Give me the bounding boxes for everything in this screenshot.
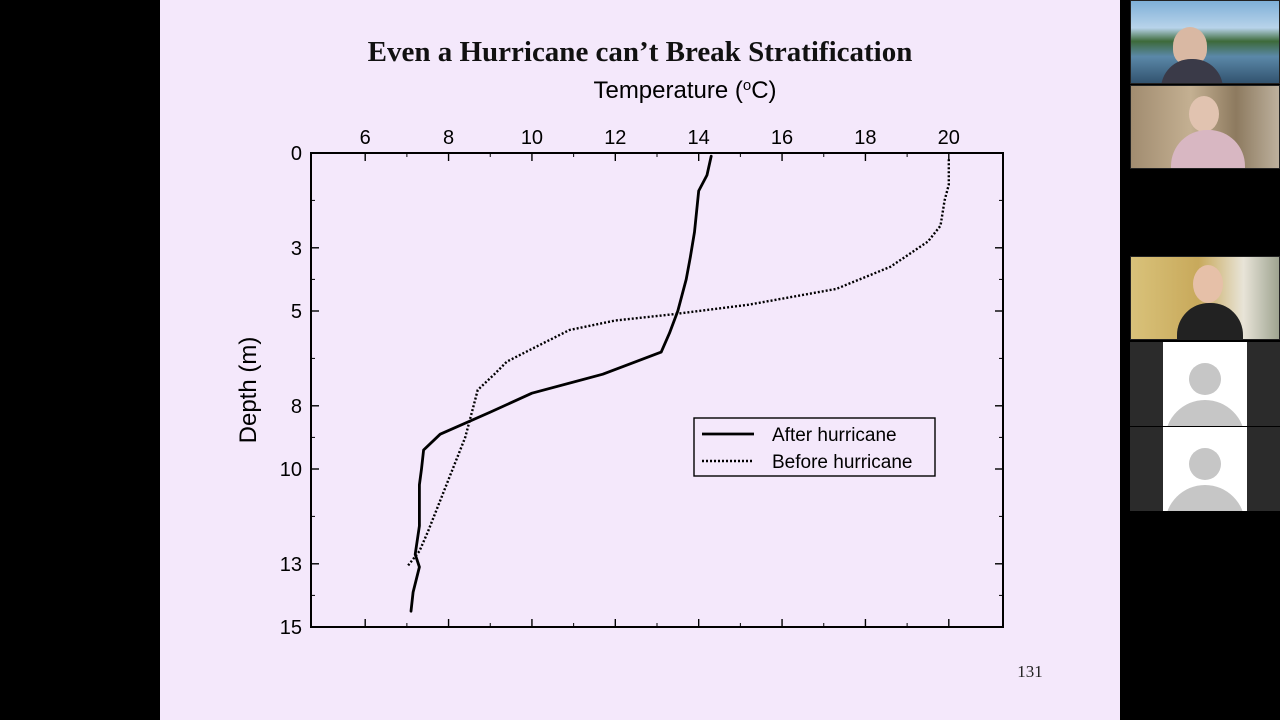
shared-screen: Even a Hurricane can’t Break Stratificat… [160, 0, 1120, 720]
legend-label-2: Before hurricane [772, 452, 912, 473]
avatar [1163, 342, 1247, 426]
x-tick-label: 6 [360, 127, 371, 149]
user-icon-body [1165, 400, 1245, 426]
x-tick-label: 14 [688, 127, 710, 149]
x-tick-label: 8 [443, 127, 454, 149]
participant-video-1[interactable] [1130, 0, 1280, 84]
series-line-1 [409, 154, 713, 613]
temperature-depth-chart: 6 8 10 12 14 16 18 20 0 3 5 8 10 13 15 Temperature (oC)… [235, 77, 1004, 639]
participant-video-3[interactable] [1130, 256, 1280, 340]
y-tick-label: 10 [280, 459, 302, 481]
person-silhouette [1189, 96, 1219, 132]
person-silhouette [1193, 265, 1223, 303]
x-tick-label: 18 [854, 127, 876, 149]
participant-avatar-2[interactable] [1130, 427, 1280, 511]
y-axis-label: Depth (m) [235, 337, 262, 444]
participant-video-2[interactable] [1130, 85, 1280, 169]
x-tick-label: 12 [604, 127, 626, 149]
presentation-slide: Even a Hurricane can’t Break Stratificat… [160, 0, 1120, 720]
legend-box [693, 417, 936, 477]
slide-title: Even a Hurricane can’t Break Stratificat… [367, 36, 913, 68]
y-tick-label: 13 [280, 554, 302, 576]
y-tick-label: 0 [291, 143, 302, 165]
avatar [1163, 427, 1247, 511]
x-tick-label: 16 [771, 127, 793, 149]
x-tick-label: 10 [521, 127, 543, 149]
slide-page-number: 131 [1017, 662, 1043, 681]
person-silhouette [1173, 27, 1207, 65]
legend-label-1: After hurricane [772, 425, 897, 446]
x-tick-label: 20 [938, 127, 960, 149]
series-line-2 [405, 159, 950, 568]
participant-avatar-1[interactable] [1130, 342, 1280, 426]
y-tick-label: 8 [291, 396, 302, 418]
user-icon-head [1189, 363, 1221, 395]
participant-gallery [1120, 0, 1280, 720]
y-tick-label: 15 [280, 617, 302, 639]
y-tick-label: 5 [291, 301, 302, 323]
user-icon-body [1165, 485, 1245, 511]
y-tick-label: 3 [291, 238, 302, 260]
user-icon-head [1189, 448, 1221, 480]
x-axis-label: Temperature (oC) [593, 77, 776, 105]
